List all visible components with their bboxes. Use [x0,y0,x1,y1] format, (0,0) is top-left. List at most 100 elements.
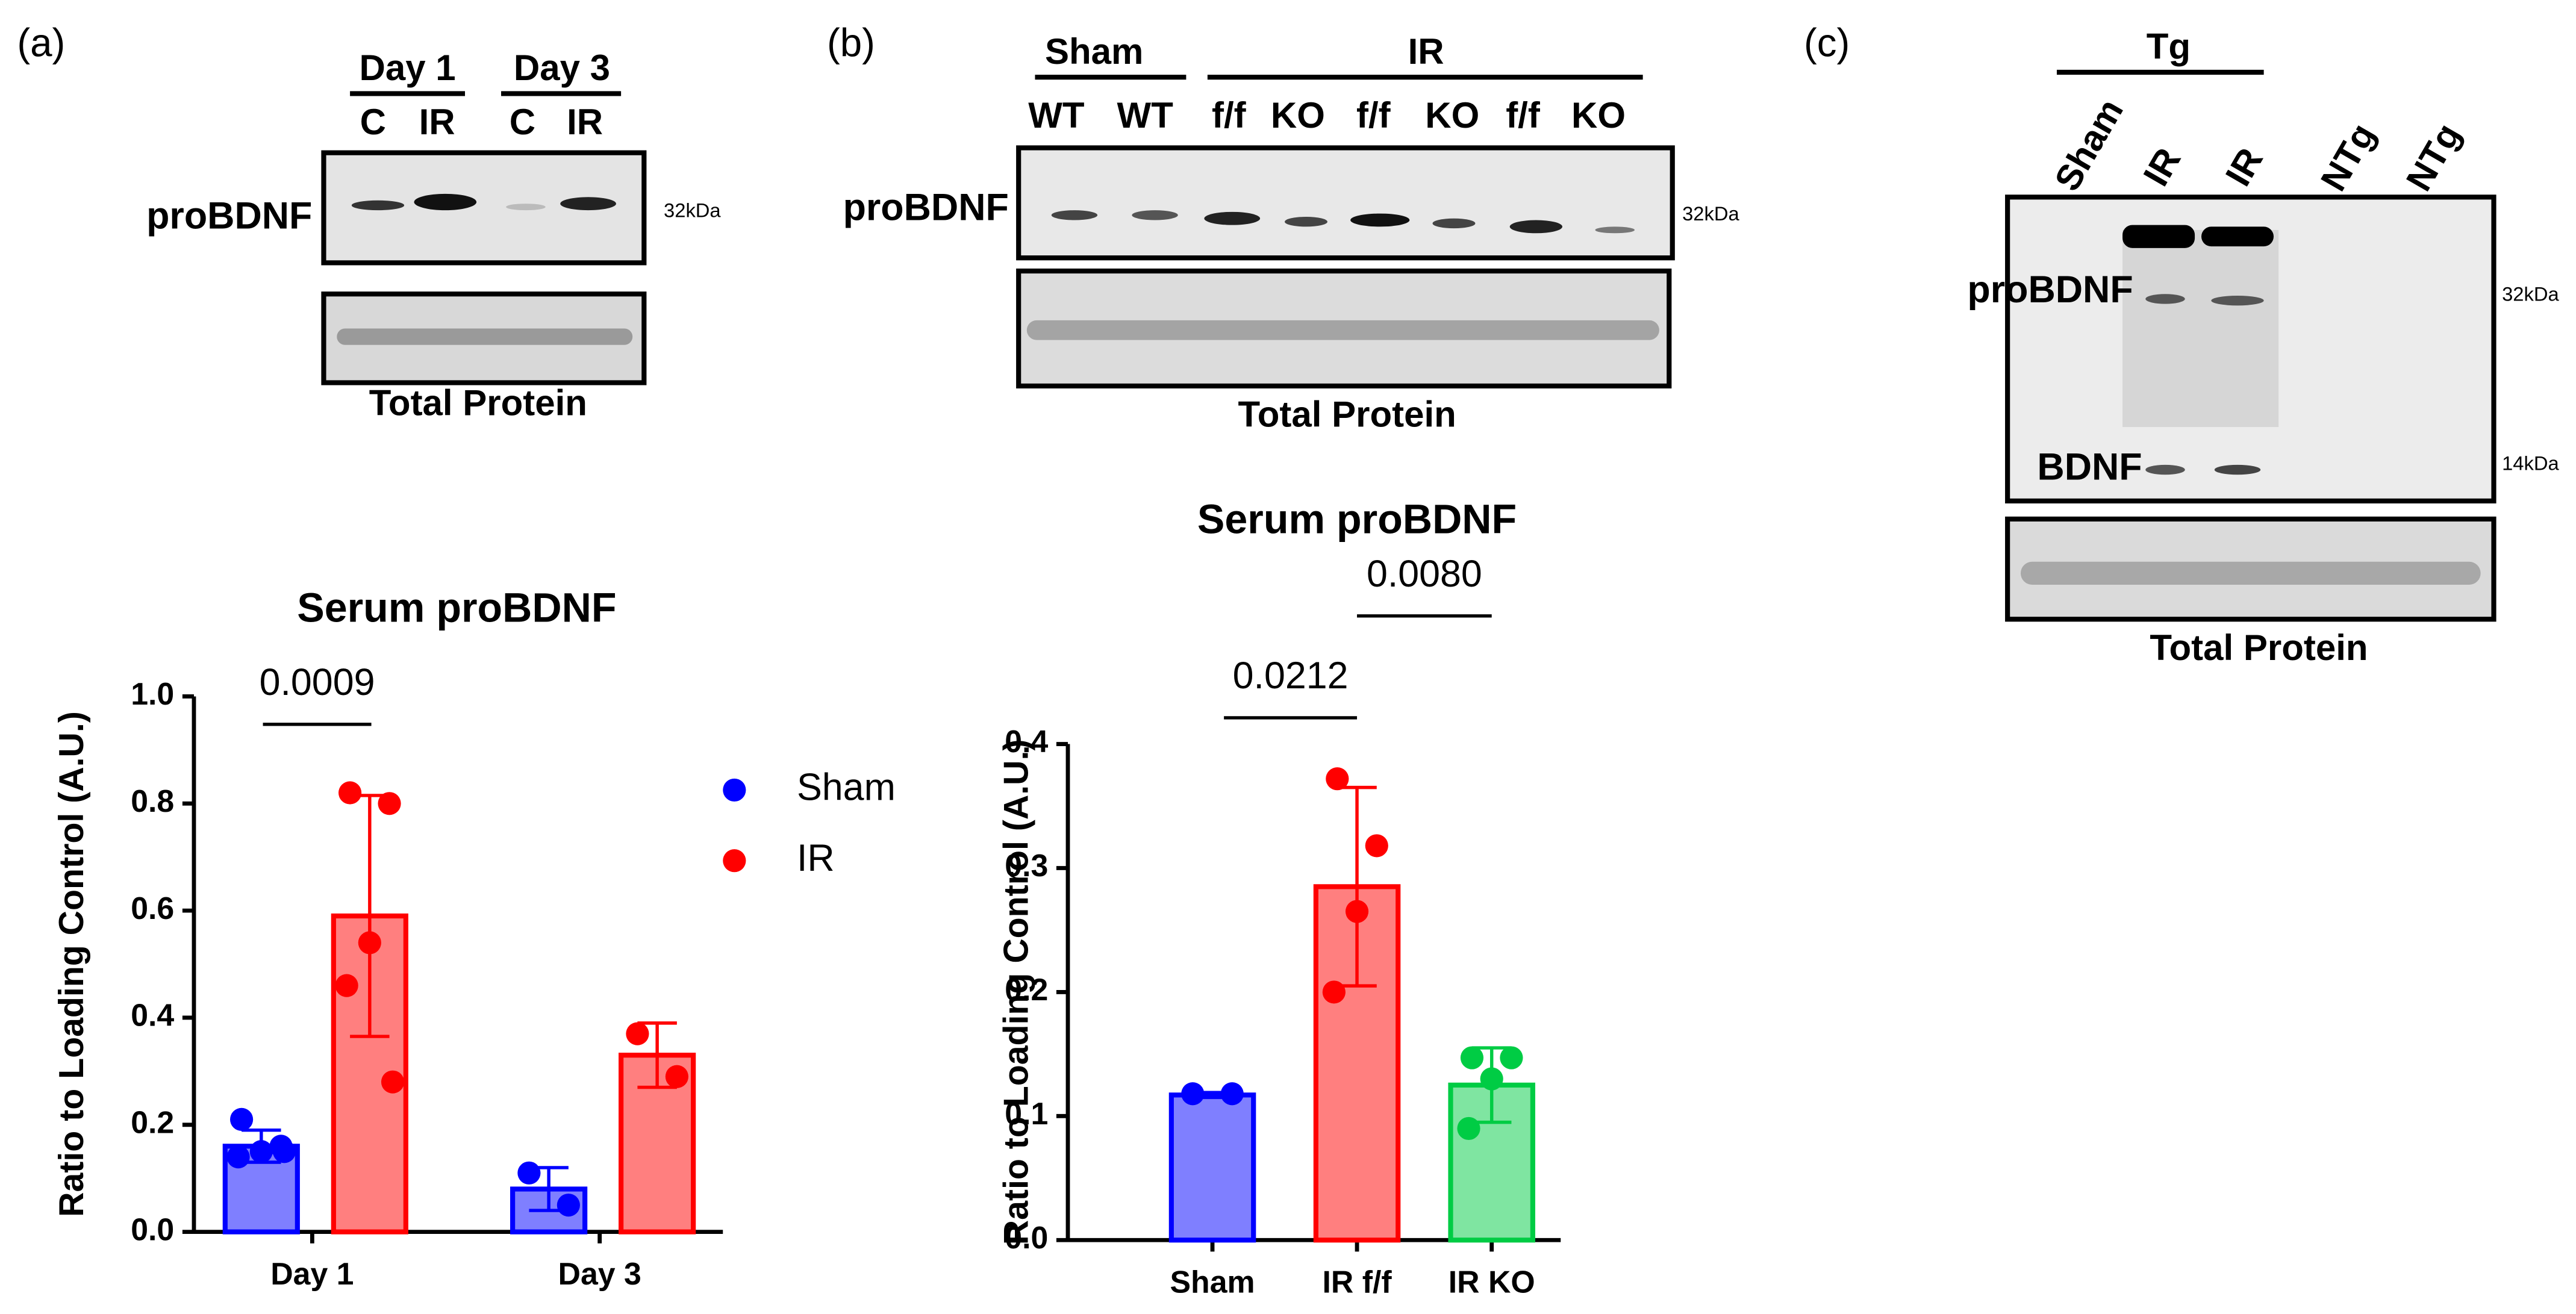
data-point [358,931,381,954]
data-point [557,1194,580,1217]
data-point [381,1070,405,1094]
blot-a: Day 1 Day 3 C IR C IR proBDNF 32kDa Tota… [146,48,721,423]
marker-label: 32kDa [2502,283,2559,305]
band-label: proBDNF [146,195,312,237]
x-tick-label: IR KO [1449,1265,1535,1300]
band [1204,211,1261,225]
band [337,328,633,345]
marker-label: 32kDa [1682,202,1739,225]
panel-label: (c) [1804,21,1850,65]
data-point [229,1107,254,1131]
data-point [1220,1082,1244,1106]
band [1350,213,1410,227]
band [2211,295,2264,306]
band [2145,464,2185,475]
lane-label: C [360,102,386,142]
data-point [1326,767,1349,791]
band [560,197,616,211]
blot-c: Tg Sham IR IR NTg NTg proBDNF BDNF 32kDa… [1967,26,2559,668]
group-label: Sham [1045,31,1143,72]
band [2214,464,2261,475]
band [2145,294,2185,304]
blot-box [1016,145,1675,261]
data-point [249,1140,273,1163]
band [1595,226,1635,234]
data-point [335,974,358,997]
loading-label: Total Protein [1238,394,1456,435]
data-point [1181,1082,1205,1106]
x-tick-label: Sham [1170,1265,1255,1300]
lane-label: f/f [1506,95,1541,135]
group-label: IR [1408,31,1444,72]
band [1285,217,1327,227]
error-bar [637,1021,677,1089]
lane-label: NTg [2398,117,2468,198]
smear [2122,229,2279,428]
lane-label: f/f [1356,95,1391,135]
x-tick-label: IR f/f [1322,1265,1392,1300]
data-point [1345,900,1369,923]
lane-label: f/f [1212,95,1247,135]
data-point [1500,1046,1523,1070]
group-label: Day 1 [360,48,456,88]
lane-label: IR [567,102,603,142]
band [1026,320,1659,340]
group-label: Tg [2147,26,2191,67]
lane-label: Sham [2047,92,2131,198]
band [1509,220,1562,234]
lane-label: KO [1571,95,1626,135]
data-point [626,1022,649,1045]
panel-label: (b) [827,21,875,65]
y-tick-label: 0.0 [131,1212,174,1247]
group-label: Day 3 [514,48,610,88]
marker-label: 32kDa [664,199,721,221]
band [414,193,477,211]
lane-label: WT [1028,95,1084,135]
legend-label: Sham [797,767,896,809]
band-label: proBDNF [843,187,1009,229]
loading-label: Total Protein [2150,627,2368,668]
x-tick-label: Day 3 [558,1256,641,1291]
y-tick-label: 0.2 [1005,972,1048,1007]
y-tick-label: 0.2 [131,1104,174,1139]
y-tick-label: 0.0 [1005,1220,1048,1255]
data-point [1480,1067,1503,1091]
chart-title: Serum proBDNF [297,585,616,631]
p-value: 0.0009 [260,661,375,703]
data-point [1460,1046,1484,1070]
data-point [517,1161,541,1185]
band [351,200,405,211]
band [1432,218,1476,229]
data-point [226,1145,250,1169]
y-tick-label: 0.6 [131,891,174,926]
band [2020,561,2481,585]
band [1051,210,1098,220]
band [2201,226,2274,247]
y-tick-label: 0.4 [131,998,174,1033]
chart-title: Serum proBDNF [1197,496,1517,542]
y-tick-label: 0.8 [131,783,174,818]
legend-marker [723,778,746,802]
panel-label: (a) [17,21,65,65]
lane-label: IR [2136,141,2189,192]
y-tick-label: 1.0 [131,676,174,711]
lane-label: KO [1425,95,1479,135]
data-point [272,1140,296,1163]
marker-label: 14kDa [2502,452,2559,475]
band-label: proBDNF [1967,269,2133,311]
data-point [1457,1116,1480,1141]
data-point [338,781,362,805]
y-tick-label: 0.1 [1005,1096,1048,1131]
band [506,204,546,211]
y-axis-label: Ratio to Loading Control (A.U.) [52,711,91,1217]
lane-label: WT [1117,95,1173,135]
band-label: BDNF [2037,446,2142,488]
y-tick-label: 0.4 [1005,724,1048,759]
data-point [665,1065,688,1088]
legend-marker [723,849,746,873]
data-point [1322,980,1346,1004]
band [2122,225,2195,248]
y-axis-label: Ratio to Loading Control (A.U.) [997,740,1035,1245]
x-tick-label: Day 1 [270,1256,354,1291]
